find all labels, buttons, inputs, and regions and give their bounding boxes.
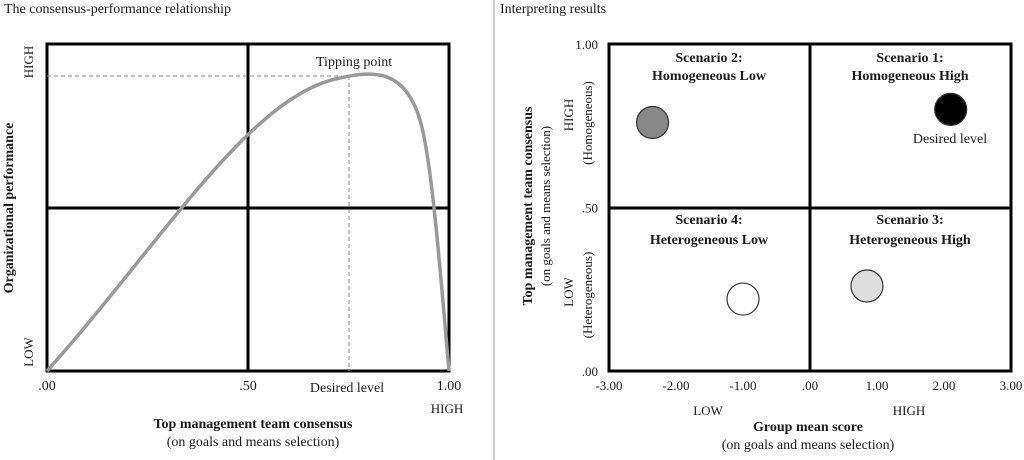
- right-x-high-label: HIGH: [893, 403, 926, 418]
- right-x-tick-label: 3.00: [1000, 378, 1023, 393]
- left-x-tick-label: .50: [239, 379, 257, 394]
- right-x-axis-sublabel: (on goals and means selection): [722, 438, 895, 453]
- left-y-axis-label: Organizational performance: [2, 123, 17, 294]
- right-x-tick-label: -3.00: [595, 378, 622, 393]
- right-y-axis-sublabel: (on goals and means selection): [538, 126, 553, 286]
- left-desired-level-label: Desired level: [310, 381, 384, 396]
- scenario-point: [934, 92, 968, 127]
- scenario-2-title: Scenario 2:: [675, 51, 742, 66]
- scenario-3-subtitle: Heterogeneous High: [849, 233, 971, 248]
- right-y-tick-label: 1.00: [575, 37, 598, 52]
- right-x-tick-label: -2.00: [662, 378, 689, 393]
- scenario-points: [635, 92, 968, 316]
- scenario-3-title: Scenario 3:: [876, 213, 943, 228]
- right-x-low-label: LOW: [693, 403, 723, 418]
- right-y-high-label: HIGH: [561, 99, 576, 132]
- right-x-tick-labels: -3.00 -2.00 -1.00 .00 1.00 2.00 3.00: [595, 378, 1022, 393]
- left-panel-heading: The consensus-performance relationship: [4, 2, 231, 17]
- right-x-tick-label: 1.00: [866, 378, 889, 393]
- scenario-point: [850, 269, 884, 303]
- left-x-tick-label: 1.00: [437, 379, 462, 394]
- scenario-1-subtitle: Homogeneous High: [851, 69, 968, 84]
- left-x-tick-labels: .00 .50 1.00: [38, 379, 461, 394]
- right-y-low-sublabel: (Heterogeneous): [580, 252, 595, 339]
- performance-curve: [45, 72, 451, 373]
- scenario-1-title: Scenario 1:: [876, 51, 943, 66]
- left-y-high-label: HIGH: [21, 46, 36, 79]
- left-x-high-label: HIGH: [431, 401, 464, 416]
- scenario-point: [635, 105, 670, 140]
- left-x-axis-sublabel: (on goals and means selection): [167, 435, 340, 450]
- right-x-axis-label: Group mean score: [753, 420, 863, 435]
- scenario-2-subtitle: Homogeneous Low: [652, 69, 767, 84]
- right-x-tick-label: -1.00: [729, 378, 756, 393]
- right-desired-level-label: Desired level: [913, 132, 987, 147]
- right-y-tick-labels: 1.00 .50 .00: [575, 37, 598, 379]
- tipping-point-label: Tipping point: [316, 55, 392, 70]
- right-panel-heading: Interpreting results: [500, 2, 606, 17]
- right-y-tick-label: .00: [582, 364, 598, 379]
- scenario-point: [726, 282, 760, 316]
- left-y-low-label: LOW: [21, 336, 36, 366]
- right-x-tick-label: 2.00: [933, 378, 956, 393]
- right-y-low-label: LOW: [561, 276, 576, 306]
- right-y-tick-label: .50: [582, 201, 598, 216]
- scenario-4-title: Scenario 4:: [675, 213, 742, 228]
- scenario-4-subtitle: Heterogeneous Low: [650, 233, 769, 248]
- right-y-axis-label: Top management team consensus: [521, 106, 536, 306]
- left-x-tick-label: .00: [38, 379, 56, 394]
- right-y-high-sublabel: (Homogeneous): [580, 81, 595, 165]
- left-x-axis-label: Top management team consensus: [154, 417, 354, 432]
- right-x-tick-label: .00: [802, 378, 818, 393]
